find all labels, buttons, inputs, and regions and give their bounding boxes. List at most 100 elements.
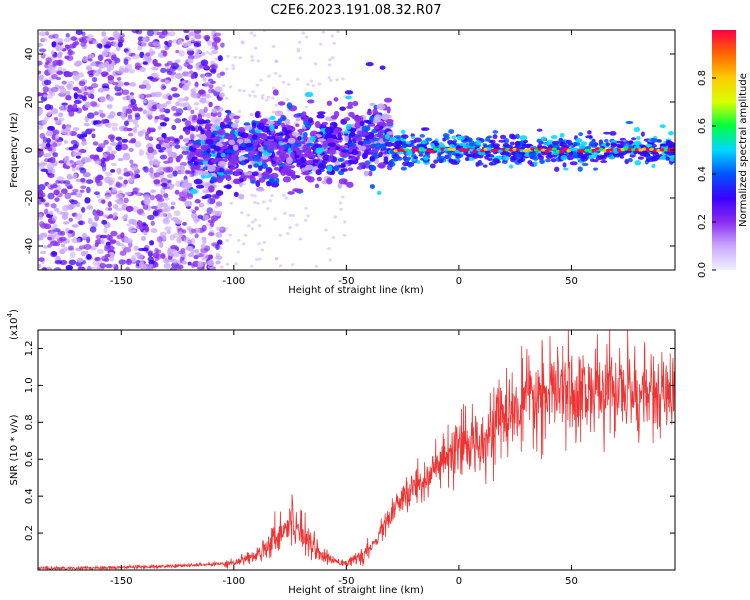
spectrogram-cell	[377, 134, 385, 138]
spectrogram-cell	[324, 228, 328, 232]
spectrogram-cell	[203, 34, 211, 41]
spectrogram-cell	[106, 66, 112, 73]
spectrogram-cell	[503, 138, 510, 144]
spectrogram-cell	[154, 247, 159, 254]
spectrogram-cell	[559, 150, 564, 154]
spectrogram-cell	[634, 148, 640, 152]
spectrogram-cell	[75, 192, 83, 198]
spectrogram-cell	[287, 137, 296, 144]
spectrogram-cell	[297, 40, 302, 44]
spectrogram-cell	[152, 210, 159, 217]
spectrogram-cell	[451, 135, 456, 140]
spectrogram-cell	[91, 83, 99, 89]
spectrogram-cell	[208, 254, 214, 260]
spectrogram-cell	[486, 153, 495, 158]
spectrogram-cell	[48, 226, 56, 231]
spectrogram-cell	[501, 160, 508, 165]
spectrogram-cell	[63, 73, 71, 78]
spectrogram-cell	[271, 45, 276, 49]
x-tick-label: 0	[456, 576, 462, 587]
spectrogram-cell	[455, 153, 460, 157]
spectrogram-cell	[220, 265, 224, 269]
spectrogram-cell	[81, 232, 88, 240]
spectrogram-cell	[59, 87, 67, 94]
spectrogram-cell	[447, 153, 452, 159]
spectrogram-cell	[260, 96, 265, 100]
spectrogram-cell	[89, 154, 96, 160]
spectrogram-cell	[90, 245, 97, 251]
spectrogram-cell	[44, 104, 52, 111]
spectrogram-cell	[533, 161, 538, 167]
spectrogram-cell	[253, 46, 258, 50]
spectrogram-cell	[348, 111, 355, 118]
spectrogram-cell	[208, 232, 215, 237]
spectrogram-cell	[316, 176, 322, 182]
spectrogram-cell	[257, 224, 262, 228]
spectrogram-cell	[326, 164, 333, 172]
spectrogram-cell	[117, 41, 123, 48]
spectrogram-cell	[71, 164, 77, 168]
spectrogram-cell	[434, 141, 440, 147]
spectrogram-cell	[502, 142, 510, 148]
spectrogram-cell	[107, 37, 115, 41]
spectrogram-cell	[656, 148, 662, 153]
spectrogram-cell	[309, 79, 314, 83]
spectrogram-cell	[109, 256, 115, 262]
spectrogram-cell	[175, 101, 181, 107]
spectrogram-cell	[208, 185, 215, 193]
spectrogram-cell	[218, 92, 225, 98]
spectrogram-cell	[38, 70, 42, 74]
spectrogram-cell	[237, 109, 242, 113]
spectrogram-cell	[572, 154, 579, 159]
spectrogram-cell	[508, 164, 514, 169]
spectrogram-cell	[53, 117, 58, 121]
spectrogram-cell	[65, 227, 70, 233]
spectrogram-cell	[376, 121, 385, 126]
spectrogram-cell	[619, 137, 626, 141]
spectrogram-cell	[123, 179, 128, 185]
spectrogram-cell	[281, 126, 288, 133]
spectrogram-cell	[328, 155, 333, 162]
spectrogram-cell	[369, 102, 376, 107]
spectrogram-cell	[475, 161, 480, 167]
spectrogram-cell	[159, 146, 167, 151]
spectrogram-cell	[200, 140, 205, 146]
spectrogram-cell	[72, 103, 78, 110]
spectrogram-cell	[61, 80, 67, 85]
spectrogram-cell	[584, 148, 590, 152]
spectrogram-cell	[295, 142, 302, 147]
spectrogram-cell	[193, 160, 199, 166]
spectrogram-cell	[328, 258, 333, 262]
spectrogram-cell	[243, 122, 251, 126]
x-tick-label: -100	[222, 576, 245, 587]
spectrogram-cell	[160, 83, 166, 91]
spectrogram-cell	[174, 138, 179, 143]
spectrogram-cell	[218, 143, 224, 147]
spectrogram-cell	[661, 143, 668, 147]
spectrogram-cell	[174, 219, 182, 225]
spectrogram-cell	[194, 81, 199, 88]
spectrogram-cell	[397, 148, 402, 152]
spectrogram-cell	[227, 133, 235, 141]
spectrogram-cell	[181, 150, 190, 155]
spectrogram-cell	[139, 263, 147, 270]
spectrogram-cell	[54, 197, 60, 202]
spectrogram-cell	[152, 158, 159, 164]
spectrogram-cell	[250, 58, 255, 62]
spectrogram-cell	[68, 217, 74, 223]
spectrogram-cell	[271, 96, 275, 100]
spectrogram-cell	[87, 112, 95, 119]
spectrogram-cell	[203, 106, 208, 113]
spectrogram-cell	[156, 197, 165, 202]
spectrogram-cell	[116, 70, 124, 74]
spectrogram-cell	[250, 193, 254, 197]
spectrogram-cell	[123, 236, 130, 243]
spectrogram-cell	[479, 149, 485, 153]
spectrogram-cell	[233, 172, 241, 177]
spectrogram-cell	[48, 156, 56, 164]
spectrogram-cell	[567, 142, 574, 146]
spectrogram-cell	[211, 108, 218, 114]
spectrogram-cell	[79, 189, 85, 193]
spectrogram-cell	[198, 202, 205, 208]
spectrogram-cell	[190, 109, 195, 114]
